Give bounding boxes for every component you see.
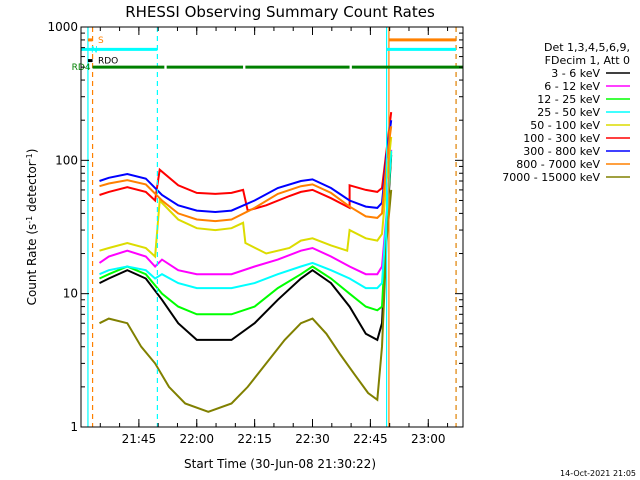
series-line-12-25-kev (99, 152, 393, 316)
x-tick-label: 22:45 (353, 432, 388, 446)
legend-label-25-50-kev: 25 - 50 keV (537, 106, 600, 119)
legend-label-100-300-kev: 100 - 300 keV (523, 132, 600, 145)
legend-label-12-25-kev: 12 - 25 keV (537, 93, 600, 106)
series-line-6-12-kev (98, 149, 393, 276)
plot-frame (80, 26, 464, 428)
vertical-marker-layer (87, 27, 457, 427)
y-axis: 1 10 100 1000 (47, 20, 463, 434)
flag-label-s: S (98, 36, 104, 46)
flag-label-n: N (91, 45, 98, 55)
x-tick-label: 22:15 (237, 432, 272, 446)
chart-title: RHESSI Observing Summary Count Rates (125, 3, 435, 21)
y-axis-label: Count Rate (s-1 detector-1) (25, 149, 40, 306)
x-tick-label: 23:00 (411, 432, 446, 446)
y-tick-label: 1 (70, 420, 78, 434)
flag-label-rdo: RDO (98, 57, 118, 67)
legend-label-50-100-kev: 50 - 100 keV (530, 119, 600, 132)
legend-header-line-1: Det 1,3,4,5,6,9, (544, 41, 630, 54)
legend-label-7000-15000-kev: 7000 - 15000 keV (502, 171, 600, 184)
legend: Det 1,3,4,5,6,9, FDecim 1, Att 0 3 - 6 k… (502, 41, 630, 184)
series-line-3-6-kev (99, 154, 393, 342)
legend-header-line-2: FDecim 1, Att 0 (545, 54, 630, 67)
x-tick-label: 22:30 (295, 432, 330, 446)
legend-label-800-7000-kev: 800 - 7000 keV (516, 158, 600, 171)
y-tick-label: 1000 (47, 20, 78, 34)
x-tick-label: 21:45 (122, 432, 157, 446)
x-axis-label: Start Time (30-Jun-08 21:30:22) (184, 457, 376, 471)
series-line-7000-15000-kev (99, 189, 393, 413)
y-tick-label: 100 (55, 153, 78, 167)
legend-label-6-12-kev: 6 - 12 keV (544, 80, 600, 93)
y-tick-label: 10 (63, 287, 78, 301)
series-line-300-800-kev (99, 120, 393, 214)
series-line-800-7000-kev (99, 126, 393, 223)
x-tick-label: 22:00 (179, 432, 214, 446)
series-layer (98, 111, 393, 413)
series-line-100-300-kev (99, 111, 393, 212)
generation-timestamp: 14-Oct-2021 21:05 (560, 469, 636, 478)
x-axis: 21:45 22:00 22:15 22:30 22:45 23:00 (80, 27, 449, 446)
series-line-50-100-kev (99, 136, 393, 259)
legend-label-3-6-kev: 3 - 6 keV (551, 67, 600, 80)
series-line-25-50-kev (99, 150, 393, 290)
legend-label-300-800-kev: 300 - 800 keV (523, 145, 600, 158)
